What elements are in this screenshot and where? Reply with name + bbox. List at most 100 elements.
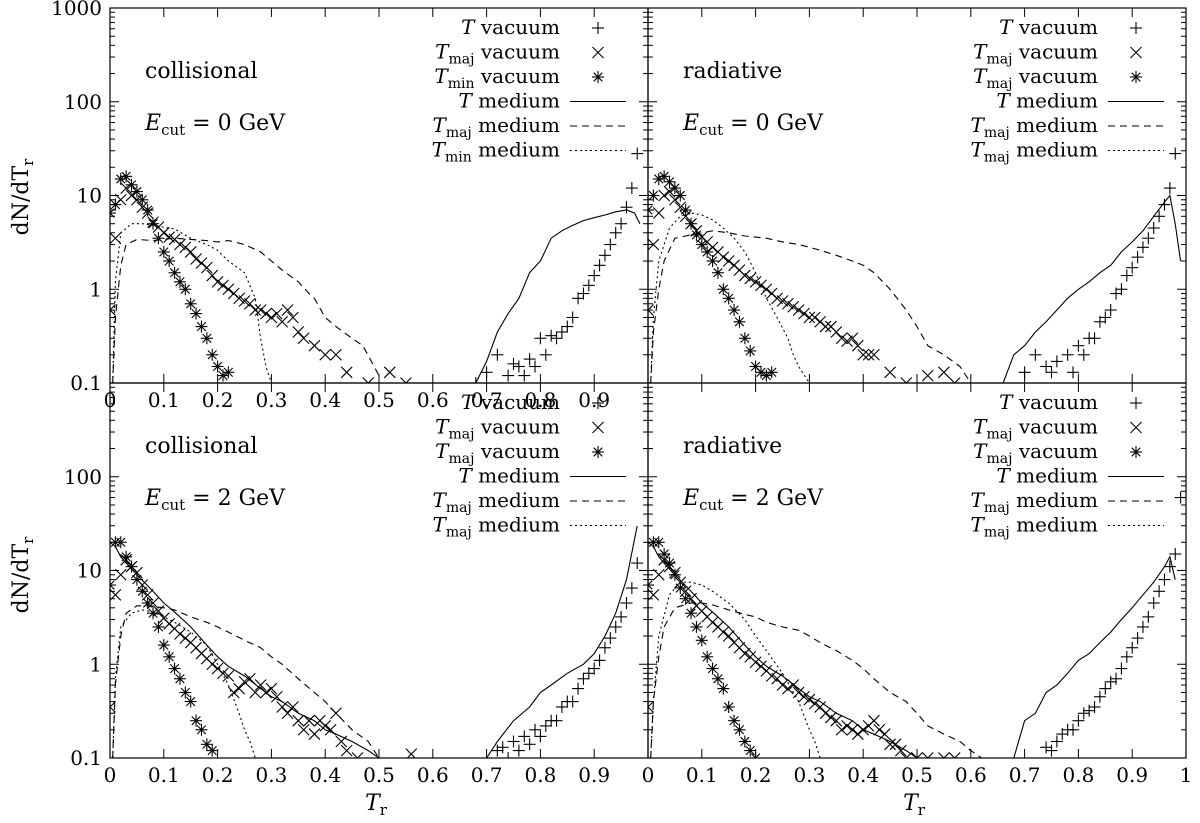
data-point (582, 279, 595, 292)
data-point (1093, 690, 1106, 703)
data-point (1136, 241, 1149, 254)
data-point (1115, 662, 1128, 675)
data-point (1099, 682, 1112, 695)
data-point (588, 269, 601, 282)
data-point (539, 719, 552, 732)
data-point (200, 738, 213, 751)
data-point (894, 744, 907, 757)
data-point (206, 348, 219, 361)
legend-entry: Tmaj medium (970, 513, 1164, 541)
legend-entry: T medium (458, 89, 626, 113)
data-point (555, 700, 568, 713)
data-point (238, 295, 251, 307)
legend-entry: T vacuum (461, 15, 604, 39)
legend-label: Tmin vacuum (434, 64, 560, 92)
series-cross (648, 553, 961, 758)
series-line-dashed (112, 605, 380, 758)
data-point (625, 182, 638, 195)
data-point (830, 714, 843, 727)
data-point (1040, 741, 1053, 754)
data-point (152, 232, 165, 245)
data-point (308, 339, 321, 352)
y-ticks (648, 382, 1186, 759)
legend-label: T medium (996, 464, 1098, 488)
data-point (200, 332, 213, 345)
legend-label: Tmaj vacuum (435, 40, 560, 68)
legend-entry: Tmaj vacuum (435, 40, 604, 68)
data-point (265, 311, 278, 324)
data-point (206, 658, 219, 671)
legend-key-star (592, 71, 604, 83)
data-point (652, 207, 665, 219)
data-point (830, 326, 843, 338)
data-point (733, 723, 746, 736)
data-point (512, 360, 525, 373)
data-point (749, 656, 762, 669)
data-point (529, 360, 542, 373)
legend-entry: Tmaj medium (970, 113, 1164, 141)
series-star (110, 536, 219, 757)
data-point (706, 255, 719, 268)
data-point (668, 182, 681, 195)
data-point (507, 735, 520, 748)
annotation-ecut: Ecut = 2 GeV (682, 486, 824, 514)
data-point (227, 686, 240, 699)
x-tick-label: 0.1 (686, 763, 718, 787)
data-point (405, 748, 418, 758)
y-tick-label: 1 (89, 277, 102, 301)
data-point (835, 723, 848, 736)
data-point (1126, 261, 1139, 274)
y-tick-label: 10 (77, 184, 102, 208)
data-point (308, 728, 321, 740)
x-tick-label: 0.3 (255, 763, 287, 787)
data-point (1061, 348, 1074, 361)
data-point (717, 283, 730, 296)
data-point (469, 377, 482, 383)
data-point (609, 620, 622, 633)
data-point (502, 752, 515, 758)
data-point (598, 641, 611, 654)
data-area (648, 147, 1182, 383)
data-point (190, 307, 203, 320)
data-point (502, 369, 515, 382)
legend-entry: Tmaj medium (432, 513, 626, 541)
data-point (222, 670, 235, 682)
data-point (652, 568, 665, 581)
data-point (911, 752, 923, 758)
data-point (243, 297, 256, 310)
y-tick-label: 1000 (51, 0, 102, 20)
x-tick-label: 0.4 (847, 763, 879, 787)
x-ticks (647, 8, 1187, 383)
x-tick-label: 0.7 (1009, 763, 1041, 787)
y-tick-label: 1 (89, 652, 102, 676)
data-point (529, 723, 542, 736)
legend-label: T vacuum (999, 15, 1098, 39)
series-star (648, 536, 762, 758)
legend-key-plus (592, 22, 604, 34)
data-point (1126, 641, 1139, 654)
legend-label: Tmaj vacuum (973, 439, 1098, 467)
data-point (120, 170, 133, 183)
data-point (706, 662, 719, 675)
data-point (233, 682, 246, 695)
data-point (1072, 339, 1085, 352)
panel-4: 0 0.1 0.2 0.3 0.4 0.5 0.6 0.7 0.8 0.9 1 radiative Ec… (642, 382, 1192, 787)
legend-key-plus (592, 397, 604, 409)
series-line-dashed (112, 237, 380, 383)
series-line-dotted (112, 223, 272, 383)
data-point (1142, 610, 1155, 623)
data-point (728, 714, 741, 727)
data-point (755, 279, 767, 292)
data-point (157, 639, 170, 652)
data-point (110, 579, 116, 592)
data-point (792, 304, 805, 316)
data-point (179, 632, 192, 645)
data-point (141, 204, 154, 217)
data-point (1029, 348, 1042, 361)
data-point (598, 249, 611, 262)
data-point (195, 723, 208, 736)
x-tick-label: 0.4 (309, 763, 341, 787)
